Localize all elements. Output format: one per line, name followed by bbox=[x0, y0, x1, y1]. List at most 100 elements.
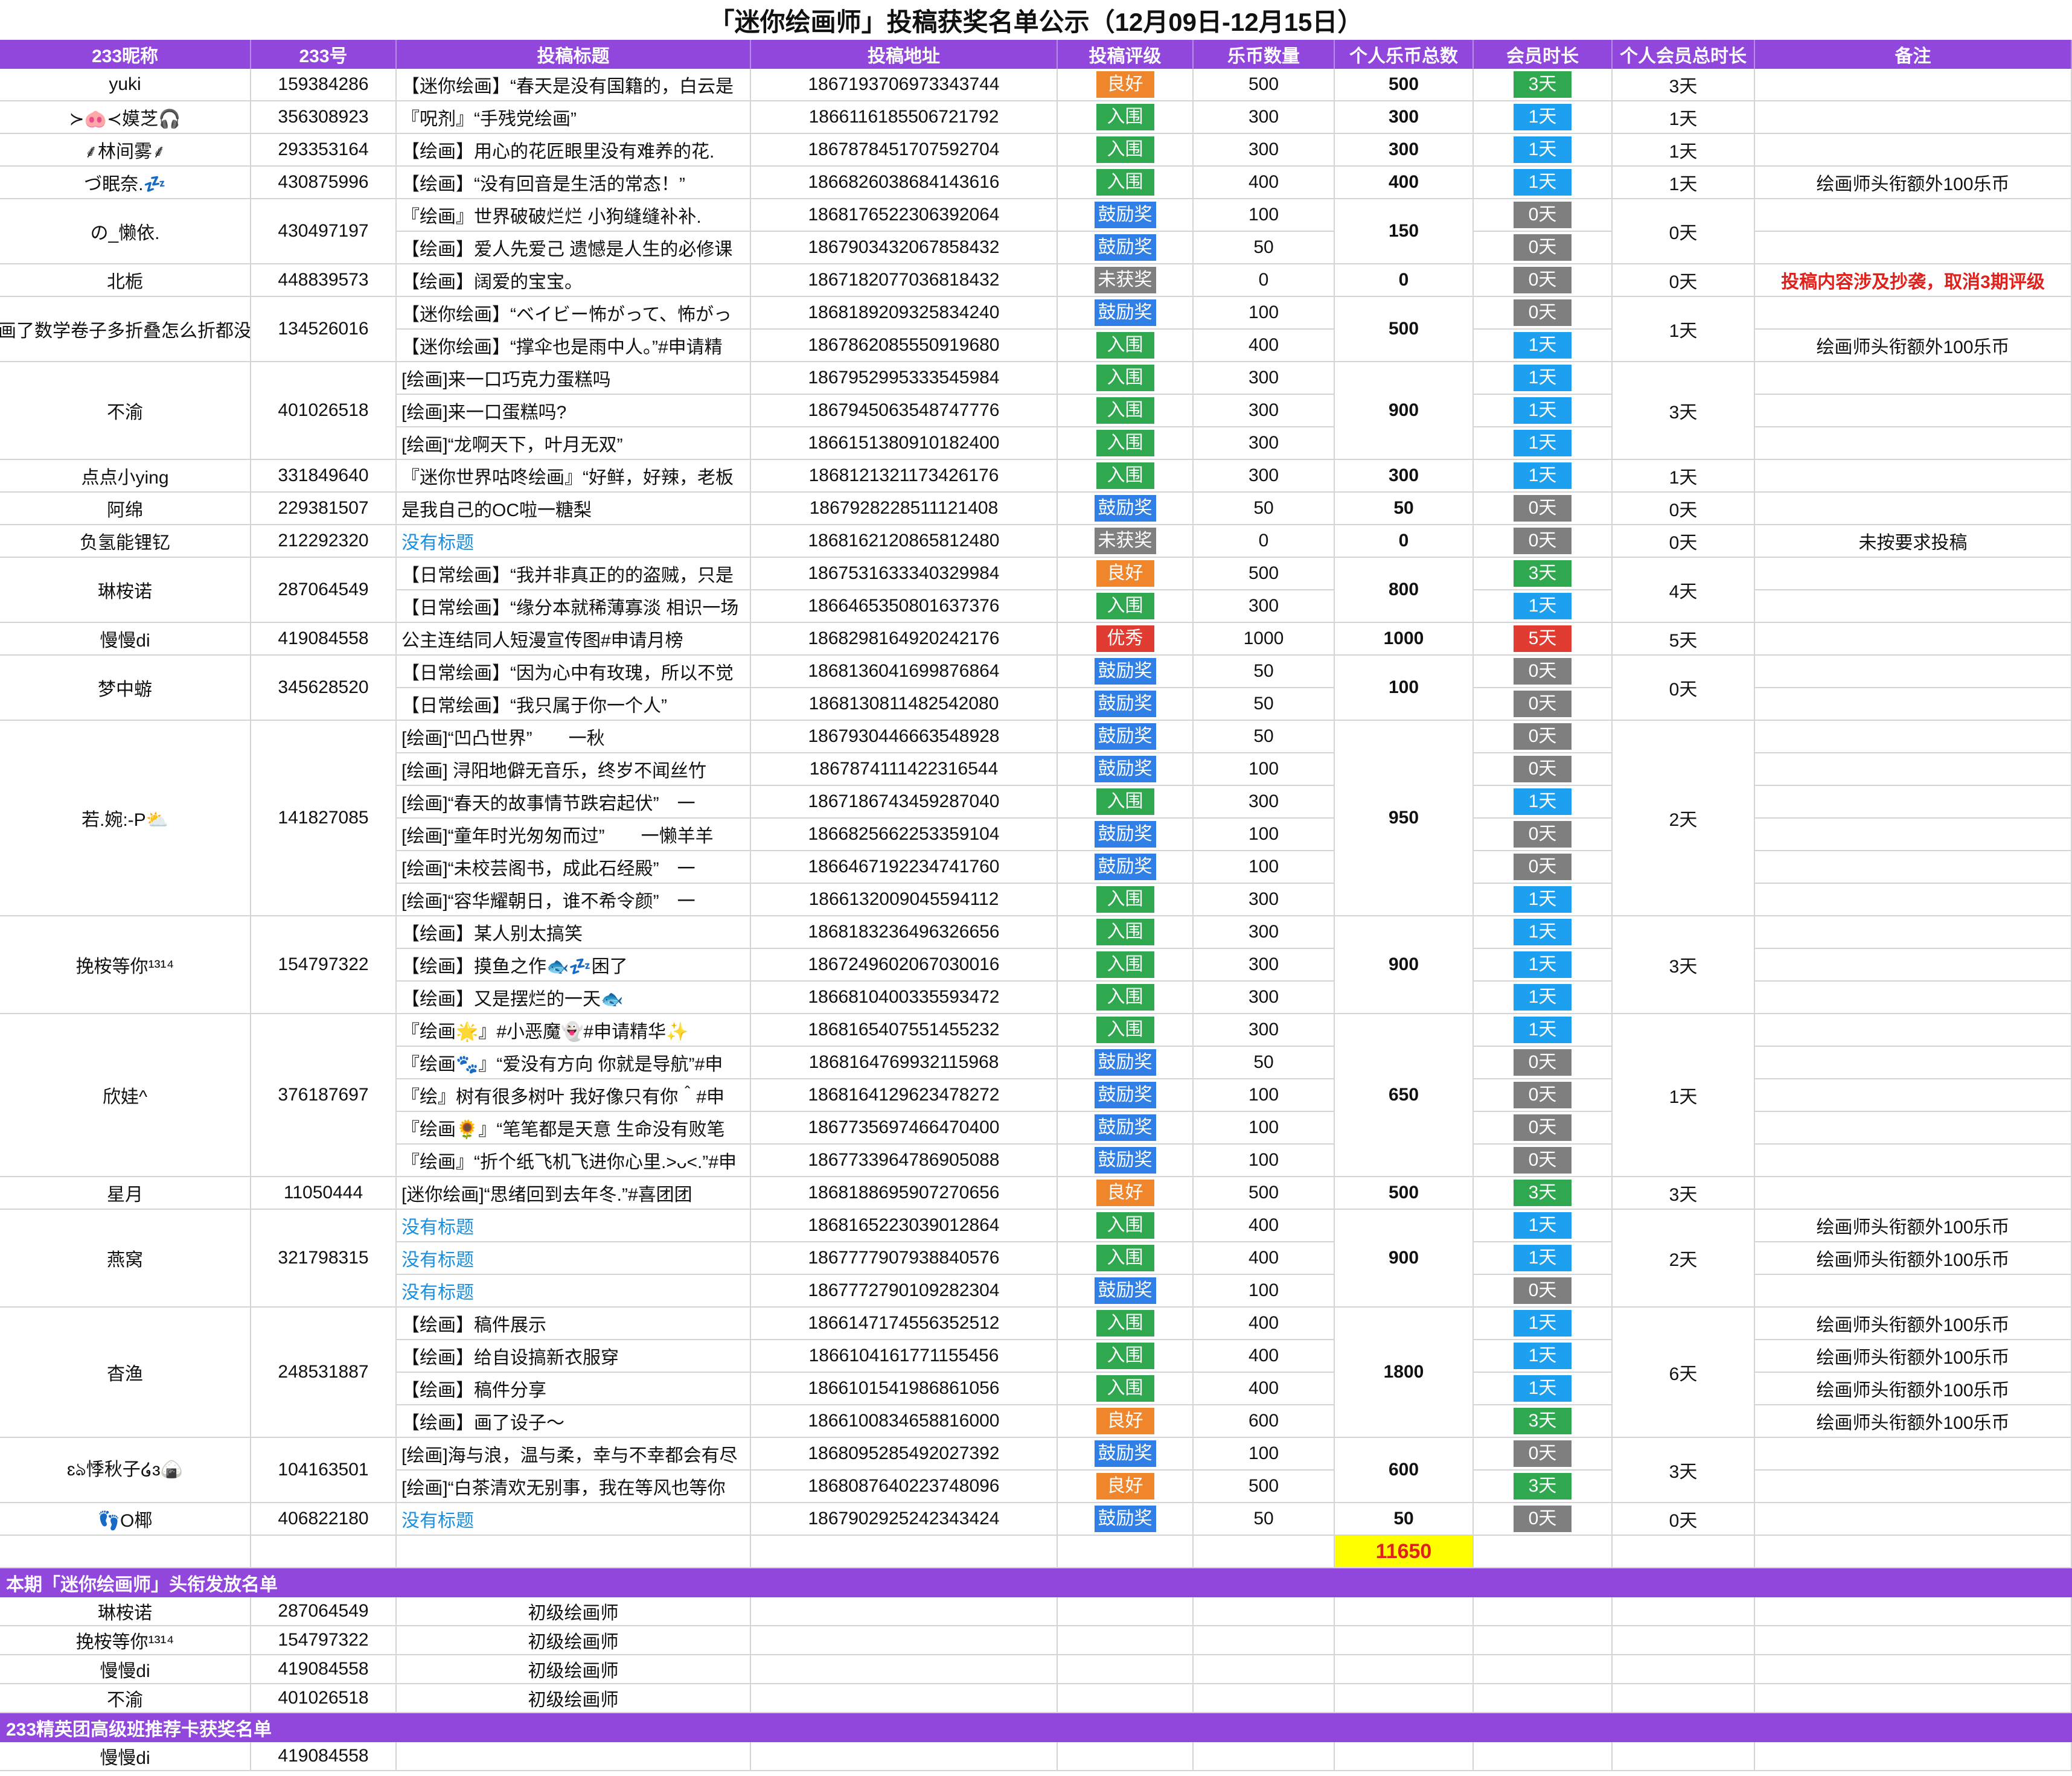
badge: 鼓励奖 bbox=[1094, 202, 1156, 228]
post-url: 1867903432067858432 bbox=[751, 232, 1058, 264]
coin-total: 500 bbox=[1335, 1177, 1474, 1210]
rating-cell: 鼓励奖 bbox=[1058, 1438, 1194, 1471]
rating-cell: 入围 bbox=[1058, 884, 1194, 916]
days-cell: 3天 bbox=[1474, 558, 1613, 590]
uid: 356308923 bbox=[251, 101, 397, 134]
rating-cell: 鼓励奖 bbox=[1058, 819, 1194, 851]
coin-total: 1800 bbox=[1335, 1308, 1474, 1438]
blank-cell bbox=[751, 1626, 1058, 1655]
uid: 248531887 bbox=[251, 1308, 397, 1438]
uid: 287064549 bbox=[251, 558, 397, 623]
member-total-days: 3天 bbox=[1613, 1177, 1755, 1210]
member-total-days: 2天 bbox=[1613, 1210, 1755, 1308]
rating-cell: 入围 bbox=[1058, 134, 1194, 167]
post-url: 1866104161771155456 bbox=[751, 1340, 1058, 1373]
badge: 入围 bbox=[1096, 593, 1154, 619]
post-url: 1867193706973343744 bbox=[751, 69, 1058, 101]
uid: 154797322 bbox=[251, 1626, 397, 1655]
badge: 0天 bbox=[1514, 1049, 1572, 1076]
post-title: 【日常绘画】“因为心中有玫瑰，所以不觉 bbox=[397, 656, 751, 688]
coins: 400 bbox=[1194, 1242, 1335, 1275]
post-title: 『绘画🐾』“爱没有方向 你就是导航”#申 bbox=[397, 1047, 751, 1079]
coins: 100 bbox=[1194, 819, 1335, 851]
honor-title: 初级绘画师 bbox=[397, 1597, 751, 1626]
badge: 0天 bbox=[1514, 1147, 1572, 1174]
post-url: 1868130811482542080 bbox=[751, 688, 1058, 721]
badge: 良好 bbox=[1096, 71, 1154, 98]
badge: 入围 bbox=[1096, 397, 1154, 424]
badge: 1天 bbox=[1514, 1375, 1572, 1402]
blank-cell bbox=[1335, 1626, 1474, 1655]
days-cell: 0天 bbox=[1474, 199, 1613, 232]
post-url: 1866826038684143616 bbox=[751, 167, 1058, 199]
coins: 50 bbox=[1194, 232, 1335, 264]
blank-cell bbox=[1755, 1655, 2072, 1684]
blank-cell bbox=[1755, 1597, 2072, 1626]
badge: 入围 bbox=[1096, 1343, 1154, 1369]
remark bbox=[1755, 1275, 2072, 1308]
post-title: 是我自己的OC啦一糖梨 bbox=[397, 493, 751, 525]
post-url: 1868188695907270656 bbox=[751, 1177, 1058, 1210]
days-cell: 1天 bbox=[1474, 1308, 1613, 1340]
coin-total: 50 bbox=[1335, 493, 1474, 525]
rating-cell: 鼓励奖 bbox=[1058, 297, 1194, 330]
post-title: 【绘画】“没有回音是生活的常态！” bbox=[397, 167, 751, 199]
days-cell: 0天 bbox=[1474, 493, 1613, 525]
rating-cell: 入围 bbox=[1058, 590, 1194, 623]
uid: 287064549 bbox=[251, 1597, 397, 1626]
badge: 1天 bbox=[1514, 1245, 1572, 1271]
days-cell: 0天 bbox=[1474, 721, 1613, 753]
rating-cell: 入围 bbox=[1058, 1014, 1194, 1047]
coin-total: 100 bbox=[1335, 656, 1474, 721]
post-title: 【日常绘画】“我只属于你一个人” bbox=[397, 688, 751, 721]
days-cell: 0天 bbox=[1474, 1145, 1613, 1177]
section-header: 本期「迷你绘画师」头衔发放名单 bbox=[0, 1568, 2072, 1597]
remark bbox=[1755, 656, 2072, 688]
coins: 300 bbox=[1194, 590, 1335, 623]
badge: 0天 bbox=[1514, 821, 1572, 848]
remark bbox=[1755, 1503, 2072, 1536]
rating-cell: 鼓励奖 bbox=[1058, 721, 1194, 753]
badge: 鼓励奖 bbox=[1094, 821, 1156, 848]
coins: 1000 bbox=[1194, 623, 1335, 656]
remark bbox=[1755, 623, 2072, 656]
remark bbox=[1755, 232, 2072, 264]
column-header: 233昵称 bbox=[0, 40, 251, 69]
post-title: 『迷你世界咕咚绘画』“好鲜，好辣，老板 bbox=[397, 460, 751, 493]
post-title: [绘画]“白茶清欢无别事，我在等风也等你 bbox=[397, 1471, 751, 1503]
post-title: [绘画]“童年时光匆匆而过” 一懒羊羊 bbox=[397, 819, 751, 851]
rating-cell: 鼓励奖 bbox=[1058, 753, 1194, 786]
uid: 141827085 bbox=[251, 721, 397, 916]
badge: 1天 bbox=[1514, 951, 1572, 978]
badge: 鼓励奖 bbox=[1094, 1277, 1156, 1304]
blank-cell bbox=[1613, 1655, 1755, 1684]
post-title: [绘画]“容华耀朝日，谁不希令颜” 一 bbox=[397, 884, 751, 916]
post-title: [绘画]来一口蛋糕吗? bbox=[397, 395, 751, 427]
rating-cell: 优秀 bbox=[1058, 623, 1194, 656]
uid: 419084558 bbox=[251, 1655, 397, 1684]
post-title: 【日常绘画】“缘分本就稀薄寡淡 相识一场 bbox=[397, 590, 751, 623]
coin-total: 500 bbox=[1335, 69, 1474, 101]
remark bbox=[1755, 1438, 2072, 1471]
post-title: 【绘画】爱人先爱己 遗憾是人生的必修课 bbox=[397, 232, 751, 264]
coin-total: 900 bbox=[1335, 1210, 1474, 1308]
column-header: 乐币数量 bbox=[1194, 40, 1335, 69]
coin-total: 150 bbox=[1335, 199, 1474, 264]
coins: 100 bbox=[1194, 1079, 1335, 1112]
post-url: 1867186743459287040 bbox=[751, 786, 1058, 819]
blank-cell bbox=[1335, 1742, 1474, 1771]
badge: 鼓励奖 bbox=[1094, 756, 1156, 782]
blank-cell bbox=[751, 1597, 1058, 1626]
column-header: 投稿地址 bbox=[751, 40, 1058, 69]
badge: 入围 bbox=[1096, 104, 1154, 130]
badge: 1天 bbox=[1514, 1310, 1572, 1337]
remark: 绘画师头衔额外100乐币 bbox=[1755, 330, 2072, 362]
days-cell: 3天 bbox=[1474, 1405, 1613, 1438]
honor-title: 初级绘画师 bbox=[397, 1655, 751, 1684]
badge: 鼓励奖 bbox=[1094, 1147, 1156, 1174]
badge: 5天 bbox=[1514, 625, 1572, 652]
coins: 500 bbox=[1194, 1471, 1335, 1503]
uid: 229381507 bbox=[251, 493, 397, 525]
badge: 入围 bbox=[1096, 332, 1154, 359]
remark bbox=[1755, 1112, 2072, 1145]
